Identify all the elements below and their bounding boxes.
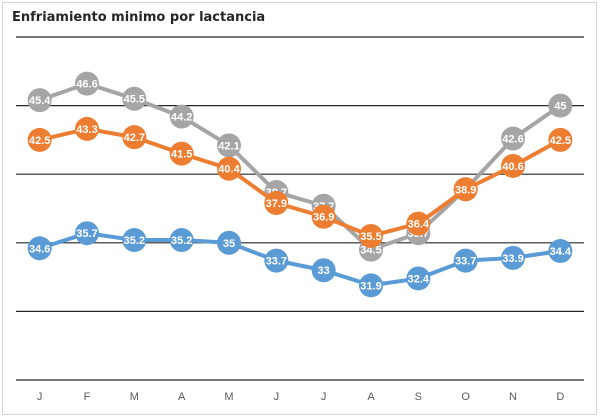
data-point: [359, 223, 383, 248]
data-point: [169, 228, 194, 253]
data-point: [359, 273, 383, 298]
series-3: 34.6 35.7 35.2 35.2 35 33.7 33 31.9 32.4 33.7 33.9…: [27, 221, 573, 298]
x-tick-label: J: [37, 391, 43, 403]
data-label: 31.9: [360, 280, 381, 292]
data-point: [406, 211, 431, 236]
data-label: 42.5: [29, 135, 50, 147]
data-label: 44.2: [171, 112, 192, 124]
data-label: 37.9: [266, 198, 287, 210]
data-point: [122, 125, 147, 150]
data-point: [453, 177, 478, 202]
data-label: 35: [223, 238, 235, 250]
data-point: [122, 86, 147, 111]
x-tick-label: A: [178, 391, 186, 403]
series-layer: 45.446.645.544.242.138.737.734.535.738.9…: [27, 71, 573, 298]
data-point: [27, 236, 52, 261]
data-point: [311, 258, 336, 283]
data-point: [453, 248, 478, 273]
x-tick-label: J: [321, 391, 327, 403]
series-line: [39, 81, 562, 252]
data-point: [217, 156, 241, 181]
chart-title: Enfriamiento minimo por lactancia: [12, 10, 266, 25]
data-label: 36.4: [408, 219, 430, 231]
data-label: 40.4: [218, 164, 240, 176]
data-point: [75, 71, 99, 96]
data-label: 34.4: [550, 246, 572, 258]
data-point: [75, 116, 99, 141]
data-point: [217, 230, 241, 255]
data-label: 40.6: [502, 161, 523, 173]
data-point: [548, 239, 573, 264]
data-label: 43.3: [76, 124, 97, 136]
x-tick-label: A: [367, 391, 375, 403]
series-line: [39, 231, 561, 288]
x-tick-label: F: [84, 391, 91, 403]
data-point: [169, 104, 194, 129]
x-tick-label: D: [556, 391, 564, 403]
data-point: [406, 266, 431, 291]
data-label: 33.9: [502, 253, 523, 265]
data-point: [122, 228, 147, 253]
x-tick-label: M: [224, 391, 233, 403]
data-label: 42.6: [502, 134, 523, 146]
series-line: [39, 126, 562, 238]
data-point: [548, 127, 573, 152]
data-point: [27, 127, 52, 152]
data-point: [264, 248, 289, 273]
x-tick-label: O: [461, 391, 470, 403]
data-label: 34.6: [29, 243, 50, 255]
data-label: 32.4: [408, 273, 430, 285]
data-point: [501, 153, 525, 178]
data-label: 45.4: [29, 95, 51, 107]
data-label: 35.7: [76, 228, 97, 240]
data-label: 33.7: [455, 256, 476, 268]
data-label: 35.5: [360, 231, 381, 243]
data-label: 33: [318, 265, 330, 277]
series-2: 42.5 43.3 42.7 41.5 40.4 37.9 36.9 35.5 36.4 38.9…: [27, 116, 573, 248]
data-label: 36.9: [313, 212, 334, 224]
data-point: [264, 191, 289, 216]
data-label: 42.5: [550, 135, 571, 147]
data-point: [169, 141, 194, 166]
data-label: 35.2: [124, 235, 145, 247]
data-point: [27, 88, 52, 113]
data-label: 42.1: [218, 140, 239, 152]
series-1: 45.446.645.544.242.138.737.734.535.738.9…: [27, 71, 573, 262]
x-tick-label: J: [274, 391, 280, 403]
x-tick-label: S: [415, 391, 422, 403]
data-point: [501, 126, 525, 151]
data-label: 46.6: [76, 79, 97, 91]
data-label: 41.5: [171, 149, 192, 161]
x-tick-label: M: [130, 391, 139, 403]
data-point: [311, 204, 336, 229]
data-point: [217, 133, 241, 158]
data-point: [501, 245, 525, 270]
data-label: 33.7: [266, 256, 287, 268]
data-label: 45.5: [124, 94, 145, 106]
x-tick-label: N: [509, 391, 517, 403]
data-label: 45: [554, 101, 566, 113]
data-label: 35.2: [171, 235, 192, 247]
data-point: [548, 93, 573, 118]
gridlines: [16, 36, 584, 381]
data-point: [75, 221, 99, 246]
data-label: 38.9: [455, 184, 476, 196]
data-label: 42.7: [124, 132, 145, 144]
data-label: 34.5: [360, 245, 381, 257]
